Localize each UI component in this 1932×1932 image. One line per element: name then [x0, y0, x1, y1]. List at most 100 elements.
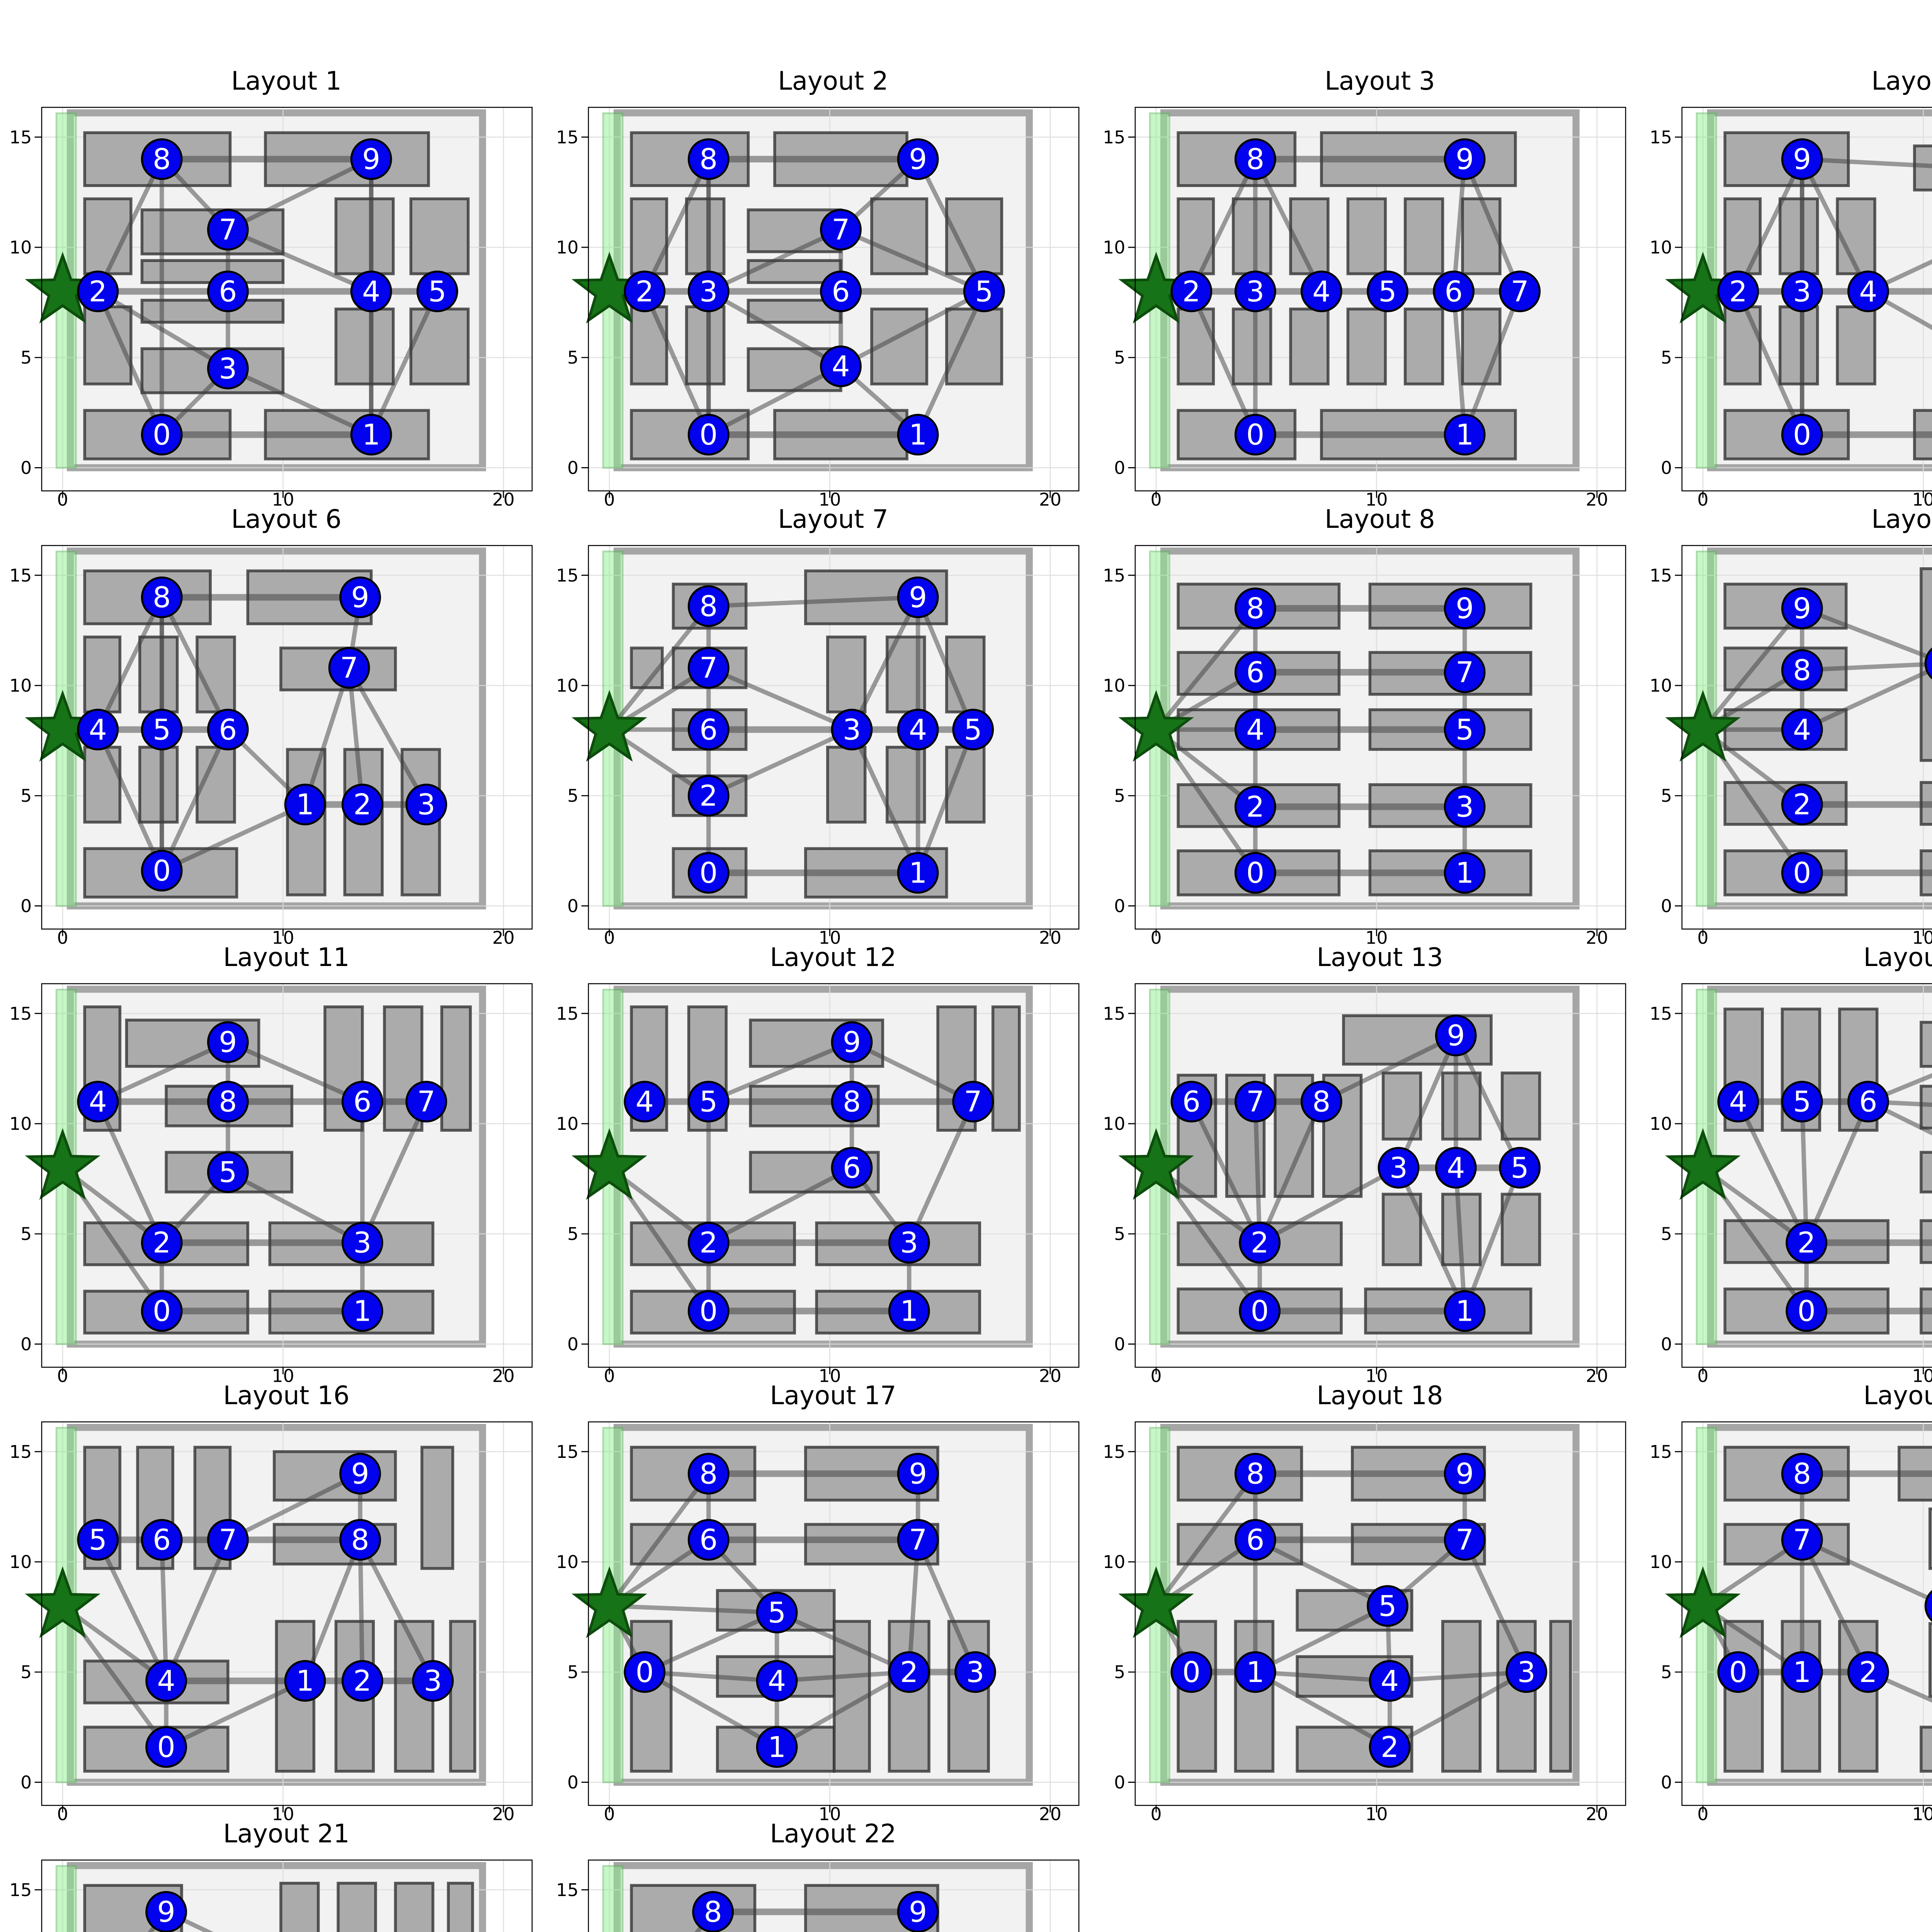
- y-tick-label: 15: [10, 1003, 32, 1024]
- edge-2-3: [1259, 1166, 1400, 1245]
- stall-rect: [1289, 308, 1330, 386]
- edge-7-9: [227, 157, 372, 232]
- stall-node-7: [1234, 1081, 1276, 1122]
- entrance-node-star: [1118, 1566, 1194, 1638]
- stall-node-label: 2: [153, 1226, 171, 1260]
- stall-node-4: [350, 270, 392, 313]
- y-tick-label: 15: [1103, 127, 1125, 148]
- stall-node-6: [831, 1147, 873, 1189]
- stall-node-9: [897, 1891, 939, 1932]
- subplot-title: Layout 13: [1316, 945, 1443, 972]
- y-tick-label: 0: [1661, 457, 1672, 478]
- stall-node-label: 2: [699, 1226, 718, 1260]
- stall-rect: [1836, 197, 1876, 276]
- stall-node-label: 0: [153, 1295, 171, 1328]
- stall-node-8: [1234, 1452, 1276, 1495]
- stall-node-label: 6: [219, 275, 237, 308]
- stall-node-label: 6: [699, 713, 718, 747]
- subplot-title: Layout 7: [778, 507, 888, 534]
- y-tick-label: 0: [1661, 1334, 1672, 1354]
- x-tick-label: 20: [1039, 1804, 1061, 1821]
- stall-rect: [1723, 197, 1762, 276]
- stall-node-8: [141, 138, 183, 180]
- stall-node-label: 7: [699, 651, 718, 685]
- stall-node-1: [1444, 413, 1486, 456]
- x-tick-label: 20: [1586, 1804, 1608, 1821]
- axes-box: [41, 1859, 533, 1932]
- stall-node-label: 9: [1793, 143, 1811, 176]
- edge-6-1: [1451, 291, 1467, 435]
- stall-rect: [1779, 197, 1819, 276]
- layout-17-figure: 0 1 2 3 4 5 6 7 8 9 0 10 20 0 5 10 15 Layout 17: [556, 1383, 1080, 1821]
- stall-rect: [1920, 1726, 1932, 1773]
- y-tick-label: 0: [20, 1334, 32, 1354]
- stall-rect: [1177, 1620, 1217, 1773]
- stall-node-label: 2: [699, 779, 718, 813]
- stall-rect: [1779, 305, 1819, 386]
- stall-node-1: [756, 1726, 798, 1768]
- edge-7-2: [347, 667, 365, 805]
- stall-rect: [1920, 1085, 1932, 1130]
- stall-node-label: 8: [153, 143, 171, 176]
- x-tick-label: 10: [818, 1366, 841, 1383]
- edge-4-3: [1389, 1670, 1527, 1683]
- stall-node-5: [1367, 270, 1408, 313]
- y-tick-label: 10: [1650, 1552, 1672, 1572]
- y-tick-label: 0: [567, 1772, 578, 1793]
- stall-rect: [1232, 308, 1272, 386]
- stall-node-9: [339, 1452, 381, 1495]
- subplot-title: Layout 9: [1871, 507, 1932, 534]
- y-tick-label: 0: [1114, 1334, 1125, 1354]
- edge-2-8: [96, 158, 164, 293]
- edge-3-1: [227, 366, 372, 437]
- stall-node-8: [1234, 138, 1276, 180]
- stall-node-label: 8: [1793, 1458, 1811, 1491]
- stall-node-label: 6: [1246, 656, 1264, 689]
- layout-9-figure: 012345678901020051015Layout 9: [1650, 507, 1932, 945]
- stall-node-6: [1234, 1519, 1276, 1561]
- stall-node-label: 1: [353, 1295, 371, 1328]
- stall-node-0: [1234, 413, 1276, 456]
- y-tick-label: 15: [556, 127, 578, 148]
- stall-node-9: [207, 1021, 249, 1063]
- axes-box: [1134, 545, 1626, 930]
- stall-node-2: [341, 1660, 383, 1702]
- y-tick-label: 10: [1103, 1552, 1125, 1572]
- stall-node-label: 9: [909, 143, 927, 176]
- stall-node-4: [145, 1660, 187, 1702]
- stall-node-label: 0: [1251, 1295, 1269, 1328]
- y-tick-label: 15: [1650, 1003, 1672, 1024]
- stall-node-label: 5: [699, 1085, 718, 1119]
- stall-node-label: 7: [219, 213, 237, 247]
- edge-E-8: [607, 605, 711, 731]
- stall-node-7: [1444, 1519, 1486, 1561]
- stall-node-label: 6: [843, 1151, 861, 1185]
- entrance-node-star: [25, 1566, 100, 1638]
- stall-node-9: [145, 1891, 187, 1932]
- layout-6-figure: 0 1 2 3 4 5 6 7 8 9 0 10 20 0 5 10 15 Layout 6: [10, 507, 533, 945]
- layout-cell-18: 0 1 2 3 4 5 6 7 8 9 0 10 20 0 5 10 15 Layout 18: [1103, 1383, 1650, 1821]
- stall-node-label: 0: [1798, 1295, 1816, 1328]
- stall-node-1: [1444, 1290, 1486, 1332]
- x-tick-label: 0: [57, 928, 68, 945]
- y-tick-label: 10: [1650, 1114, 1672, 1134]
- stall-node-3: [1505, 1651, 1548, 1693]
- y-tick-label: 0: [1114, 1772, 1125, 1793]
- stall-node-label: 2: [636, 275, 654, 308]
- edge-6-2: [707, 1166, 853, 1245]
- edge-6-4: [160, 1539, 168, 1681]
- layout-cell-7: 0 1 2 3 4 5 6 7 8 9 0 10 20 0 5 10 15 Layout 7: [556, 507, 1103, 945]
- entrance-node-star: [1665, 1128, 1741, 1200]
- stall-rect: [1920, 1151, 1932, 1194]
- y-tick-label: 10: [10, 1552, 32, 1572]
- stall-node-label: 0: [699, 857, 718, 890]
- stall-node-label: 0: [153, 854, 171, 888]
- stall-node-8: [831, 1081, 873, 1122]
- y-tick-label: 10: [556, 1552, 578, 1572]
- stall-node-label: 9: [1447, 1019, 1465, 1053]
- stall-rect: [409, 197, 470, 276]
- edge-3-4: [707, 289, 842, 369]
- layout-cell-16: 0 1 2 3 4 5 6 7 8 9 0 10 20 0 5 10 15 Layout 16: [10, 1383, 556, 1821]
- edge-7-3: [707, 666, 853, 732]
- edge-2-3: [707, 727, 853, 798]
